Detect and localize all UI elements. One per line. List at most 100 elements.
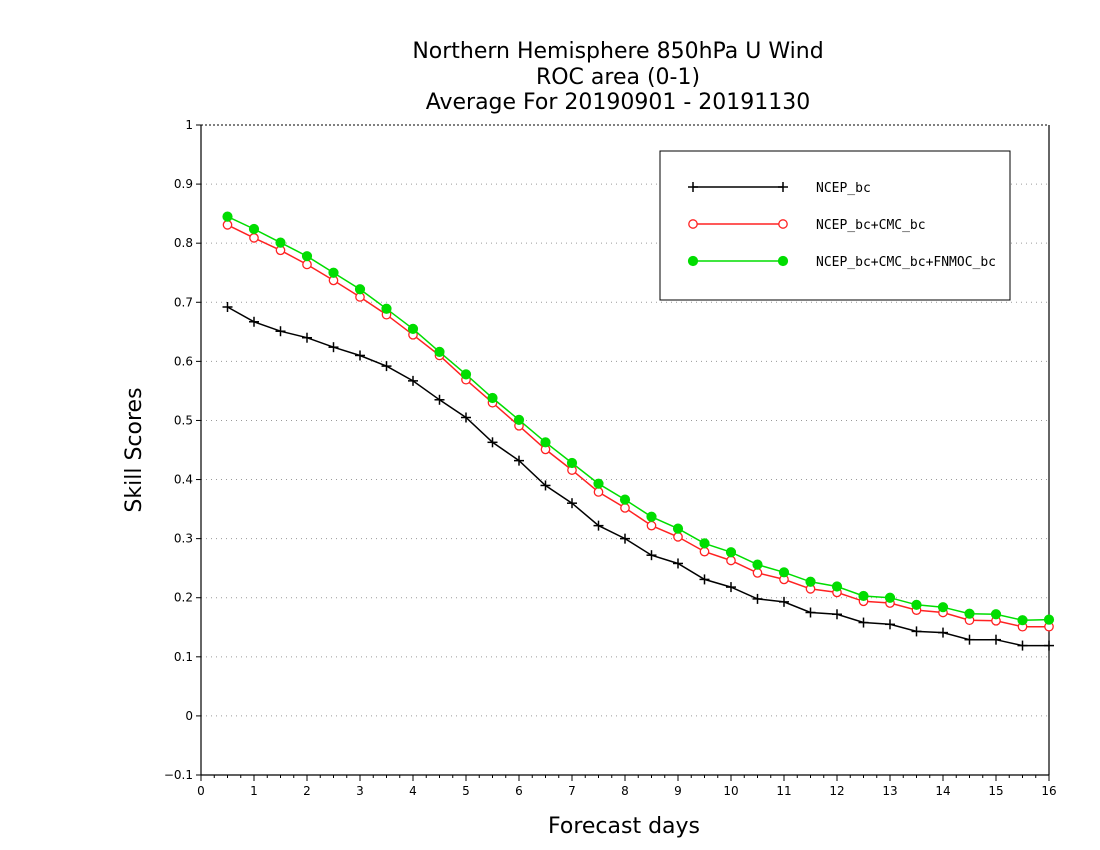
data-point-filled-circle — [301, 251, 313, 262]
data-point-filled-circle — [884, 592, 896, 603]
data-point-plus — [620, 533, 630, 544]
data-point-plus — [567, 498, 577, 509]
x-tick-label: 7 — [568, 784, 576, 798]
x-tick-label: 11 — [776, 784, 791, 798]
x-tick-label: 1 — [250, 784, 258, 798]
data-point-filled-circle — [275, 237, 286, 248]
data-point-open-circle — [249, 233, 259, 243]
x-tick-label: 15 — [988, 784, 1003, 798]
data-point-plus — [487, 437, 498, 448]
data-point-filled-circle — [990, 609, 1002, 620]
data-point-plus — [726, 582, 736, 593]
data-point-filled-circle — [222, 211, 233, 222]
legend-entry: NCEP_bc+CMC_bc+FNMOC_bc — [687, 255, 996, 270]
data-point-plus — [752, 593, 763, 604]
data-point-open-circle — [688, 219, 698, 229]
y-tick-label: 0.4 — [174, 473, 193, 487]
data-point-plus — [832, 609, 842, 620]
data-point-open-circle — [699, 546, 710, 557]
x-tick-label: 0 — [197, 784, 205, 798]
x-tick-label: 5 — [462, 784, 470, 798]
data-point-plus — [885, 619, 895, 630]
data-point-plus — [302, 332, 312, 343]
data-point-plus — [275, 326, 286, 337]
data-point-filled-circle — [1043, 614, 1055, 625]
data-point-filled-circle — [248, 223, 260, 235]
axes: −0.100.10.20.30.40.50.60.70.80.910 1 2 3 4 5 6… — [164, 118, 1057, 798]
y-tick-label: 0.7 — [174, 295, 193, 309]
data-point-filled-circle — [964, 608, 975, 619]
data-point-plus — [381, 361, 392, 372]
data-point-plus — [434, 394, 445, 405]
y-tick-label: 0.1 — [174, 650, 193, 664]
x-tick-label: 8 — [621, 784, 629, 798]
data-point-plus — [1044, 640, 1054, 651]
x-tick-label: 9 — [674, 784, 682, 798]
data-point-filled-circle — [646, 511, 657, 522]
y-tick-label: 0.8 — [174, 236, 193, 250]
x-tick-label: 10 — [723, 784, 738, 798]
legend-entry: NCEP_bc+CMC_bc — [688, 218, 926, 233]
data-point-plus — [911, 626, 922, 637]
x-tick-label: 4 — [409, 784, 417, 798]
data-point-plus — [355, 350, 365, 361]
data-point-filled-circle — [540, 437, 551, 448]
data-point-plus — [964, 634, 975, 645]
data-point-filled-circle — [752, 559, 763, 570]
data-point-open-circle — [620, 503, 630, 513]
title-line-3: Average For 20190901 - 20191130 — [426, 90, 811, 115]
series-ncep-bc — [222, 302, 1054, 651]
data-point-plus — [461, 412, 471, 423]
x-tick-label: 14 — [935, 784, 950, 798]
x-axis-label: Forecast days — [548, 814, 700, 839]
y-tick-label: 0.6 — [174, 354, 193, 368]
title-line-1: Northern Hemisphere 850hPa U Wind — [412, 39, 823, 64]
data-point-filled-circle — [407, 323, 419, 334]
data-point-filled-circle — [831, 581, 843, 592]
data-point-filled-circle — [593, 478, 604, 489]
data-point-plus — [673, 558, 683, 569]
data-point-open-circle — [646, 520, 657, 531]
data-point-plus — [408, 375, 418, 386]
data-point-plus — [593, 520, 604, 531]
legend-entry: NCEP_bc — [688, 181, 871, 196]
y-tick-label: 0.9 — [174, 177, 193, 191]
data-point-filled-circle — [699, 538, 710, 549]
x-tick-label: 3 — [356, 784, 364, 798]
data-point-plus — [1017, 640, 1028, 651]
data-point-open-circle — [726, 555, 736, 566]
data-point-filled-circle — [687, 255, 699, 267]
data-point-filled-circle — [566, 457, 578, 469]
data-point-plus — [646, 550, 657, 561]
data-point-open-circle — [778, 219, 788, 229]
data-point-plus — [249, 316, 259, 327]
data-point-filled-circle — [434, 346, 445, 358]
data-point-filled-circle — [381, 303, 392, 314]
series-layer — [222, 211, 1055, 651]
data-point-filled-circle — [778, 567, 790, 578]
legend-label: NCEP_bc+CMC_bc+FNMOC_bc — [816, 255, 996, 270]
data-point-plus — [805, 607, 816, 618]
data-point-plus — [938, 627, 948, 638]
data-point-plus — [328, 342, 339, 353]
x-tick-label: 6 — [515, 784, 523, 798]
data-point-filled-circle — [805, 576, 816, 587]
data-point-plus — [540, 480, 551, 491]
x-tick-label: 2 — [303, 784, 311, 798]
data-point-filled-circle — [725, 547, 737, 558]
y-tick-label: 0.2 — [174, 591, 193, 605]
y-tick-label: 1 — [185, 118, 193, 132]
y-tick-label: 0 — [185, 709, 193, 723]
data-point-open-circle — [593, 487, 604, 497]
data-point-filled-circle — [354, 284, 366, 295]
series-line — [227, 306, 1049, 647]
x-tick-label: 12 — [829, 784, 844, 798]
y-tick-label: 0.5 — [174, 413, 193, 427]
legend-box — [659, 150, 1011, 301]
series-ncep-bc-cmc-bc-fnmoc-bc — [222, 211, 1055, 626]
data-point-open-circle — [222, 220, 233, 230]
chart-title: Northern Hemisphere 850hPa U Wind ROC ar… — [412, 39, 823, 115]
y-tick-label: −0.1 — [164, 768, 193, 782]
data-point-open-circle — [673, 532, 683, 542]
